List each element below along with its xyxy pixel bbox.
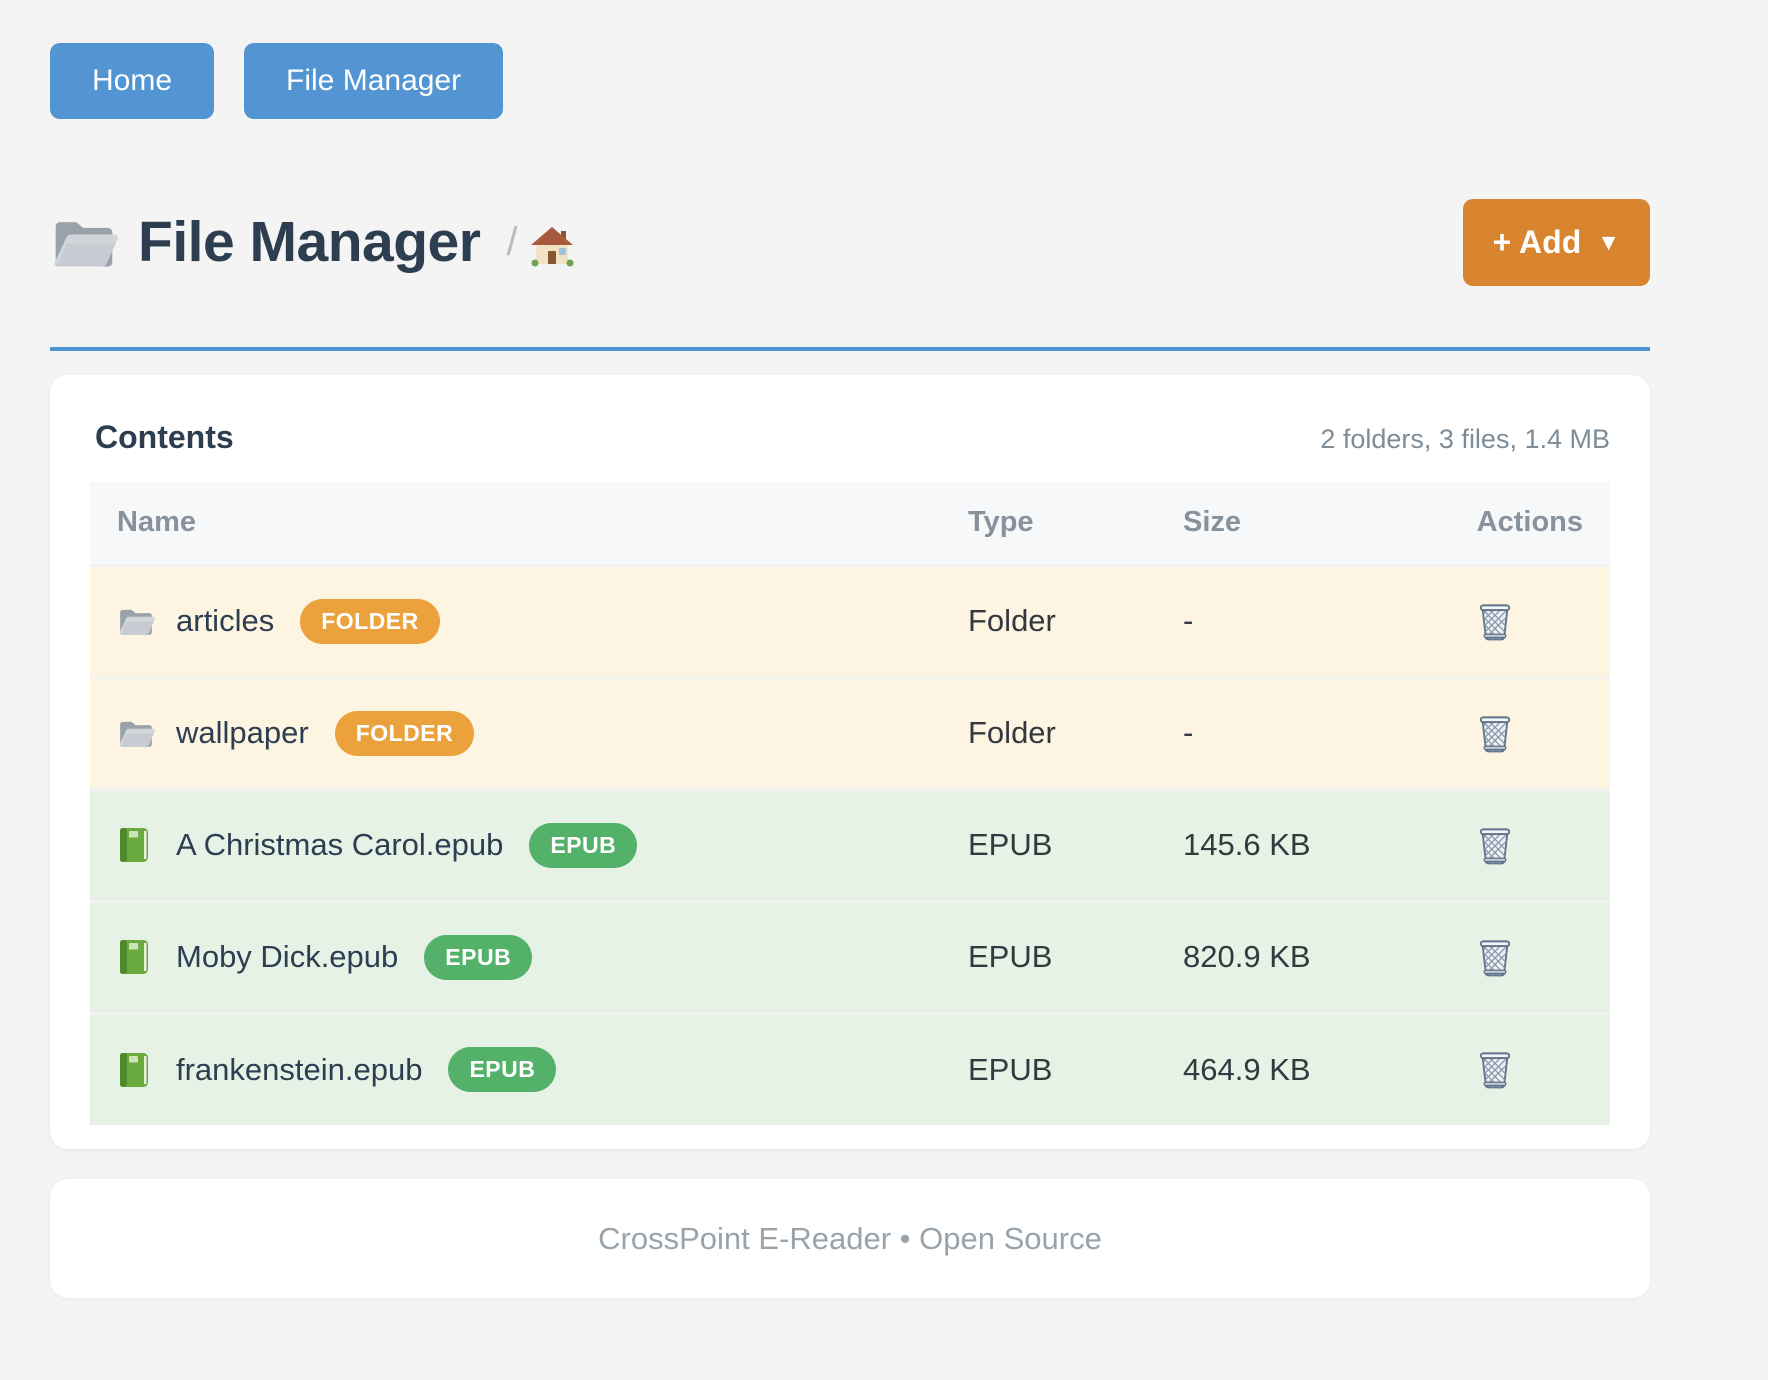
- type-cell: Folder: [968, 675, 1183, 789]
- house-icon[interactable]: [530, 225, 574, 267]
- footer-card: CrossPoint E-Reader • Open Source: [50, 1179, 1650, 1298]
- trash-icon: [1477, 825, 1513, 865]
- delete-button[interactable]: [1473, 821, 1517, 869]
- trash-icon: [1477, 1049, 1513, 1089]
- type-cell: EPUB: [968, 1011, 1183, 1125]
- folder-icon: [117, 602, 155, 640]
- file-name: Moby Dick.epub: [176, 939, 399, 974]
- add-button-label: + Add: [1492, 223, 1582, 260]
- delete-button[interactable]: [1473, 933, 1517, 981]
- table-row[interactable]: Moby Dick.epub EPUB EPUB 820.9 KB: [90, 899, 1610, 1013]
- card-head: Contents 2 folders, 3 files, 1.4 MB: [90, 419, 1610, 456]
- folder-icon: [117, 714, 155, 752]
- column-header-type: Type: [968, 482, 1183, 567]
- top-nav: Home File Manager: [50, 43, 1650, 119]
- book-icon: [117, 826, 155, 864]
- footer-text: CrossPoint E-Reader • Open Source: [598, 1220, 1102, 1256]
- table-row[interactable]: frankenstein.epub EPUB EPUB 464.9 KB: [90, 1011, 1610, 1125]
- file-name: A Christmas Carol.epub: [176, 827, 504, 862]
- title-wrap: File Manager /: [50, 209, 574, 275]
- table-body: articles FOLDER Folder - wallpaper FOLDE…: [90, 565, 1610, 1125]
- table-row[interactable]: wallpaper FOLDER Folder -: [90, 675, 1610, 789]
- contents-card: Contents 2 folders, 3 files, 1.4 MB Name…: [50, 375, 1650, 1149]
- trash-icon: [1477, 601, 1513, 641]
- size-cell: 145.6 KB: [1183, 787, 1380, 901]
- size-cell: 820.9 KB: [1183, 899, 1380, 1013]
- page: Home File Manager File Manager / + Add ▼…: [50, 0, 1650, 1298]
- column-header-size: Size: [1183, 482, 1380, 567]
- size-cell: -: [1183, 565, 1380, 677]
- table-header-row: Name Type Size Actions: [90, 482, 1610, 567]
- type-badge: EPUB: [448, 1047, 557, 1093]
- header-divider: [50, 347, 1650, 351]
- book-icon: [117, 938, 155, 976]
- trash-icon: [1477, 713, 1513, 753]
- nav-file-manager-button[interactable]: File Manager: [244, 43, 504, 119]
- trash-icon: [1477, 937, 1513, 977]
- chevron-down-icon: ▼: [1597, 228, 1620, 255]
- breadcrumb-separator: /: [506, 219, 518, 264]
- nav-home-button[interactable]: Home: [50, 43, 215, 119]
- size-cell: -: [1183, 675, 1380, 789]
- type-cell: Folder: [968, 565, 1183, 677]
- file-name: wallpaper: [176, 715, 309, 750]
- type-badge: EPUB: [424, 934, 533, 980]
- type-badge: EPUB: [529, 822, 638, 868]
- type-cell: EPUB: [968, 899, 1183, 1013]
- delete-button[interactable]: [1473, 709, 1517, 757]
- file-table: Name Type Size Actions articles FOLDER F…: [90, 482, 1610, 1125]
- file-name: frankenstein.epub: [176, 1051, 423, 1087]
- type-badge: FOLDER: [334, 710, 475, 756]
- book-icon: [117, 1051, 155, 1089]
- contents-summary: 2 folders, 3 files, 1.4 MB: [1320, 424, 1610, 454]
- file-name: articles: [176, 603, 275, 638]
- size-cell: 464.9 KB: [1183, 1011, 1380, 1125]
- add-button[interactable]: + Add ▼: [1462, 198, 1650, 286]
- type-badge: FOLDER: [300, 598, 440, 644]
- page-header: File Manager / + Add ▼: [50, 194, 1650, 290]
- folder-icon: [54, 222, 118, 267]
- table-row[interactable]: articles FOLDER Folder -: [90, 565, 1610, 677]
- column-header-name: Name: [90, 482, 968, 567]
- type-cell: EPUB: [968, 787, 1183, 901]
- column-header-actions: Actions: [1380, 482, 1610, 567]
- table-row[interactable]: A Christmas Carol.epub EPUB EPUB 145.6 K…: [90, 787, 1610, 901]
- page-title: File Manager: [138, 210, 481, 274]
- delete-button[interactable]: [1473, 597, 1517, 645]
- contents-heading: Contents: [95, 419, 234, 455]
- delete-button[interactable]: [1473, 1045, 1517, 1093]
